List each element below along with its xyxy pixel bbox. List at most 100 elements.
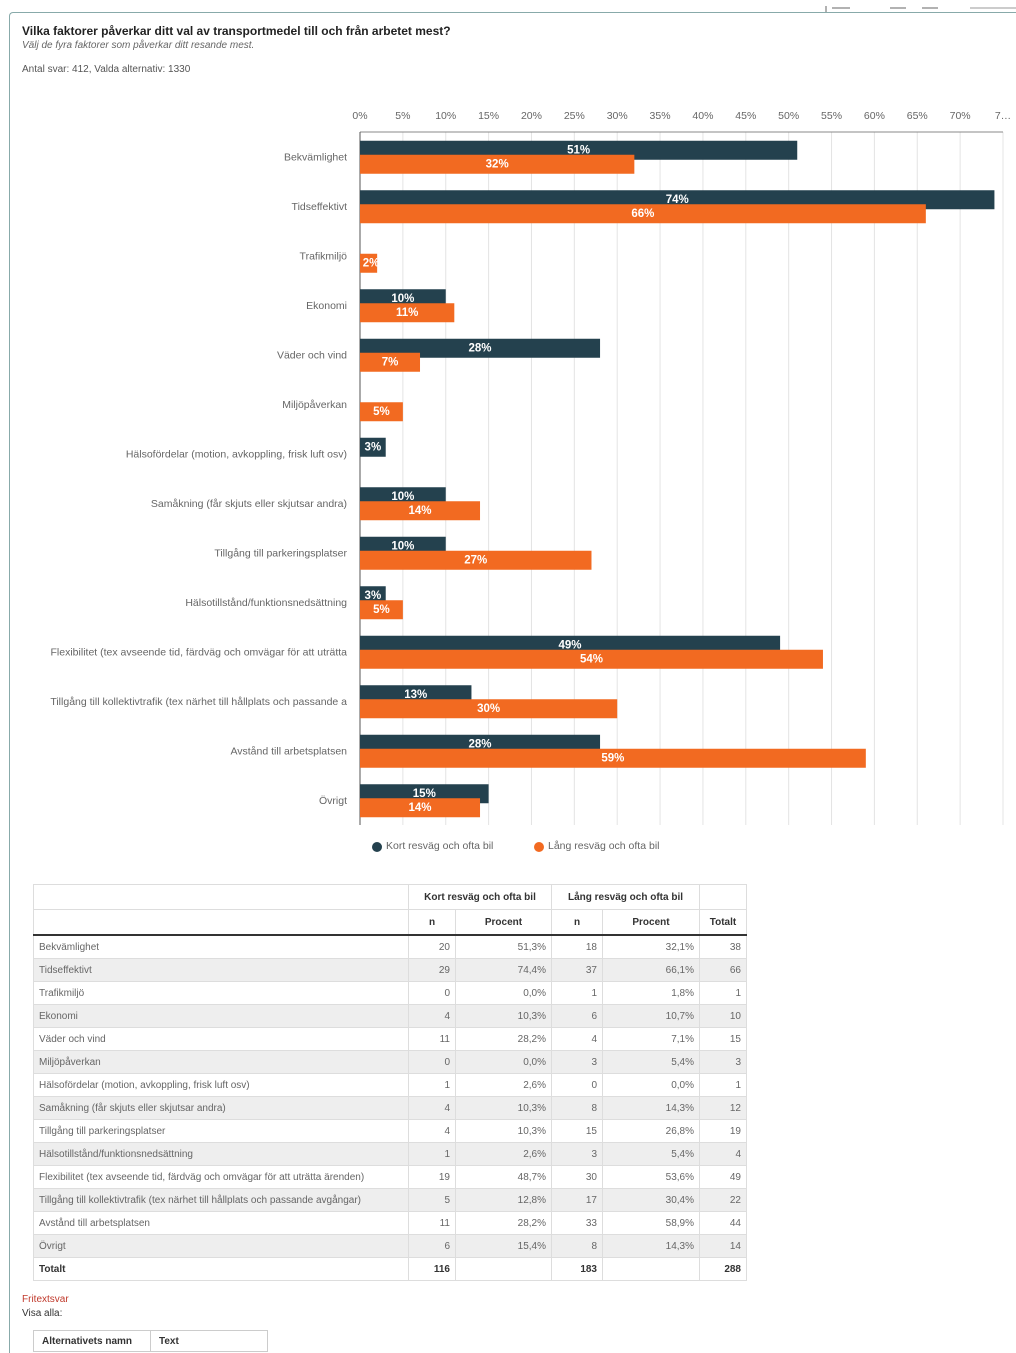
value-label: 28% xyxy=(469,738,492,750)
link[interactable]: Fritextsvar xyxy=(22,1294,69,1305)
cell: 2,6% xyxy=(455,1073,552,1097)
cell: 38 xyxy=(699,934,747,959)
header-row: Kort resväg och ofta bil Lång resväg och … xyxy=(33,884,747,910)
x-tick-label: 30% xyxy=(607,110,628,122)
y-tick-label: Övrigt xyxy=(319,795,347,807)
x-tick-label: 25% xyxy=(564,110,585,122)
cell: 183 xyxy=(551,1257,603,1281)
bar xyxy=(360,402,403,422)
x-tick-label: 20% xyxy=(521,110,542,122)
header-row: n Procent n Procent Totalt xyxy=(33,909,747,936)
cell: 15 xyxy=(699,1027,747,1051)
y-tick-label: Väder och vind xyxy=(277,350,347,362)
cell: 0,0% xyxy=(455,981,552,1005)
column-header: n xyxy=(551,909,603,936)
cell xyxy=(455,1257,552,1281)
cell: 116 xyxy=(408,1257,456,1281)
y-tick-label: Hälsotillstånd/funktionsnedsättning xyxy=(185,597,347,609)
cell: 5 xyxy=(408,1188,456,1212)
value-label: 59% xyxy=(601,752,624,764)
cell: 48,7% xyxy=(455,1165,552,1189)
cell: 4 xyxy=(699,1142,747,1166)
cell: 28,2% xyxy=(455,1211,552,1235)
cell: 19 xyxy=(408,1165,456,1189)
value-label: 3% xyxy=(365,441,382,453)
x-tick-label: 55% xyxy=(821,110,842,122)
cell: 15,4% xyxy=(455,1234,552,1258)
cell: 7,1% xyxy=(602,1027,700,1051)
cell: 4 xyxy=(551,1027,603,1051)
bar xyxy=(360,600,403,620)
label: Visa alla: xyxy=(22,1308,63,1319)
y-tick-label: Bekvämlighet xyxy=(284,152,347,164)
cell: 14,3% xyxy=(602,1234,700,1258)
header-cell xyxy=(33,884,409,910)
table-row: Övrigt 6 15,4% 8 14,3% 14 xyxy=(33,1234,747,1258)
cell: 1 xyxy=(699,981,747,1005)
bar xyxy=(360,253,378,273)
cell: 32,1% xyxy=(602,934,700,959)
bar xyxy=(360,699,618,719)
cell: 10,3% xyxy=(455,1119,552,1143)
cell: 1 xyxy=(699,1073,747,1097)
bar xyxy=(360,798,481,818)
group-header: Kort resväg och ofta bil xyxy=(408,884,552,910)
row-label: Avstånd till arbetsplatsen xyxy=(33,1211,409,1235)
legend-label: Kort resväg och ofta bil xyxy=(386,840,493,852)
y-tick-label: Trafikmiljö xyxy=(300,251,348,263)
cell: 4 xyxy=(408,1004,456,1028)
header-cell xyxy=(699,884,747,910)
cell: 11 xyxy=(408,1211,456,1235)
row-label: Flexibilitet (tex avseende tid, färdväg … xyxy=(33,1165,409,1189)
x-tick-label: 15% xyxy=(478,110,499,122)
x-tick-label: 10% xyxy=(435,110,456,122)
row-label: Övrigt xyxy=(33,1234,409,1258)
value-label: 10% xyxy=(391,491,414,503)
value-label: 11% xyxy=(396,307,418,319)
row-label: Tillgång till kollektivtrafik (tex närhe… xyxy=(33,1188,409,1212)
cell: 30 xyxy=(551,1165,603,1189)
value-label: 5% xyxy=(373,604,390,616)
cell: 26,8% xyxy=(602,1119,700,1143)
x-tick-label: 65% xyxy=(907,110,928,122)
value-label: 10% xyxy=(391,293,414,305)
cell xyxy=(602,1257,700,1281)
value-label: 28% xyxy=(469,342,492,354)
x-tick-label: 7… xyxy=(995,110,1011,122)
value-label: 14% xyxy=(408,802,431,814)
table-row: Hälsotillstånd/funktionsnedsättning 1 2,6%… xyxy=(33,1142,747,1166)
subtitle: Välj de fyra faktorer som påverkar ditt … xyxy=(22,40,255,51)
bar xyxy=(360,501,481,521)
cell: 17 xyxy=(551,1188,603,1212)
column-header: n xyxy=(408,909,456,936)
cell: 3 xyxy=(551,1050,603,1074)
cell: 12 xyxy=(699,1096,747,1120)
legend-swatch xyxy=(534,842,544,852)
chart: 0% 5% 10% 15% 20% 25% 30% 35% 40% 45% 50% 55% 60% 65%… xyxy=(50,110,1011,852)
cell: 44 xyxy=(699,1211,747,1235)
value-label: 7% xyxy=(382,356,399,368)
group-header: Lång resväg och ofta bil xyxy=(551,884,700,910)
y-tick-label: Tillgång till parkeringsplatser xyxy=(214,548,347,560)
toolbar-icons xyxy=(825,6,1016,12)
row-label: Trafikmiljö xyxy=(33,981,409,1005)
x-tick-label: 40% xyxy=(692,110,713,122)
table-row: Miljöpåverkan 0 0,0% 3 5,4% 3 xyxy=(33,1050,747,1074)
row-label: Tidseffektivt xyxy=(33,958,409,982)
cell: 22 xyxy=(699,1188,747,1212)
value-label: 3% xyxy=(365,590,382,602)
cell: 6 xyxy=(551,1004,603,1028)
table-row: Tillgång till parkeringsplatser 4 10,3% 15 2… xyxy=(33,1119,747,1143)
bar xyxy=(360,437,386,457)
cell: 12,8% xyxy=(455,1188,552,1212)
value-label: 14% xyxy=(408,505,431,517)
row-label: Totalt xyxy=(33,1257,409,1281)
cell: 30,4% xyxy=(602,1188,700,1212)
cell: 29 xyxy=(408,958,456,982)
cell: 1 xyxy=(408,1142,456,1166)
value-label: 32% xyxy=(486,158,509,170)
cell: 20 xyxy=(408,934,456,959)
cell: 3 xyxy=(699,1050,747,1074)
row-label: Samåkning (får skjuts eller skjutsar and… xyxy=(33,1096,409,1120)
